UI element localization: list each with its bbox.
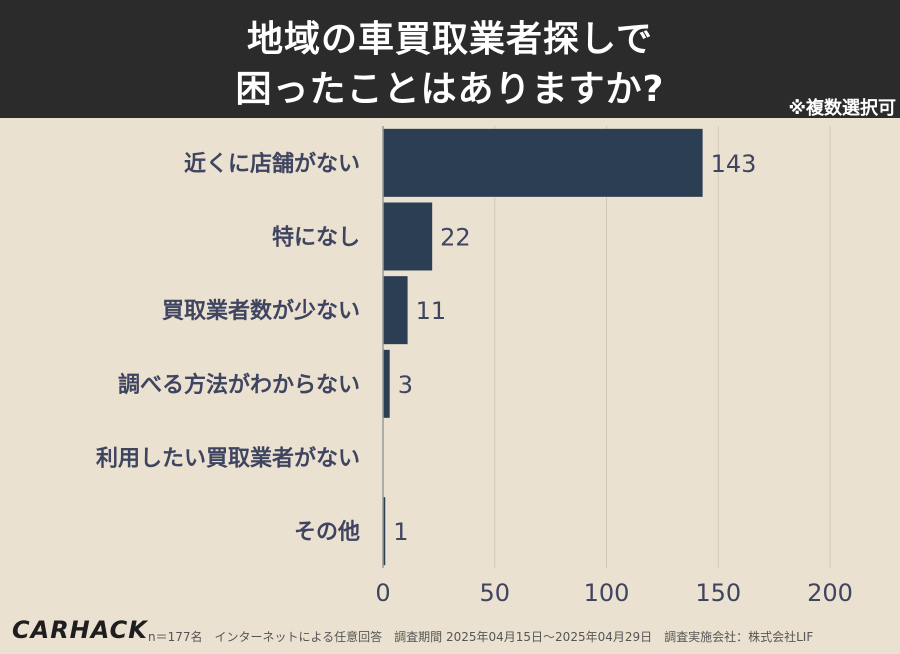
data-label: 3 [398, 371, 413, 399]
data-label: 143 [711, 150, 757, 178]
bar [383, 497, 386, 566]
bar [383, 349, 390, 418]
data-label: 11 [416, 297, 447, 325]
category-label: 買取業者数が少ない [162, 298, 360, 324]
x-tick-label: 50 [479, 579, 510, 607]
carhack-logo: CARHACK [12, 616, 148, 644]
x-tick-label: 0 [375, 579, 390, 607]
bar [383, 276, 408, 345]
bar-chart: 近くに店舗がない 143 特になし 22 買取業者数が少ない 11 調べる方法がわからない 3… [96, 126, 853, 607]
bar [383, 128, 703, 197]
data-label: 22 [440, 224, 471, 252]
category-label: 特になし [272, 225, 360, 251]
category-label: 利用したい買取業者がない [96, 446, 360, 472]
category-label: 近くに店舗がない [184, 151, 360, 177]
header-banner: 地域の車買取業者探しで 困ったことはありますか? ※複数選択可 [0, 0, 900, 119]
multiple-choice-note: ※複数選択可 [788, 98, 897, 119]
survey-footnote: n＝177名 インターネットによる任意回答 調査期間 2025年04月15日〜2… [148, 630, 814, 644]
title-line-2: 困ったことはありますか? [235, 69, 665, 110]
data-label: 1 [393, 518, 408, 546]
bar [383, 202, 433, 271]
category-label: 調べる方法がわからない [118, 372, 360, 398]
x-tick-label: 200 [807, 579, 853, 607]
category-label: その他 [294, 520, 360, 545]
x-tick-label: 150 [695, 579, 741, 607]
x-tick-label: 100 [584, 579, 630, 607]
title-line-1: 地域の車買取業者探しで [247, 19, 653, 60]
